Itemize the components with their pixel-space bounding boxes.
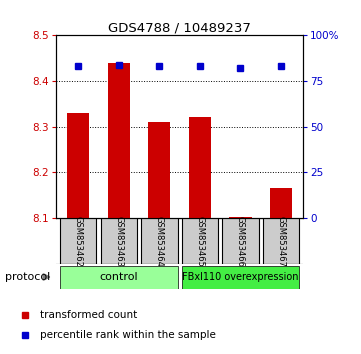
Bar [222,218,258,264]
Text: GSM853463: GSM853463 [114,216,123,267]
Bar [182,266,299,289]
Text: GSM853462: GSM853462 [74,216,83,267]
Bar [67,113,90,218]
Bar [182,218,218,264]
Text: percentile rank within the sample: percentile rank within the sample [40,330,216,339]
Bar [60,218,96,264]
Title: GDS4788 / 10489237: GDS4788 / 10489237 [108,21,251,34]
Text: GSM853465: GSM853465 [195,216,204,267]
Bar [141,218,178,264]
Text: GSM853464: GSM853464 [155,216,164,267]
Text: transformed count: transformed count [40,310,137,320]
Bar [263,218,299,264]
Bar [108,63,130,218]
Text: control: control [100,272,138,282]
Bar [189,118,211,218]
Text: protocol: protocol [5,272,51,282]
Bar [60,266,178,289]
Bar [101,218,137,264]
Text: GSM853467: GSM853467 [277,216,286,267]
Bar [270,188,292,218]
Bar [229,217,252,218]
Bar [148,122,170,218]
Text: GSM853466: GSM853466 [236,216,245,267]
Text: FBxl110 overexpression: FBxl110 overexpression [182,272,299,282]
